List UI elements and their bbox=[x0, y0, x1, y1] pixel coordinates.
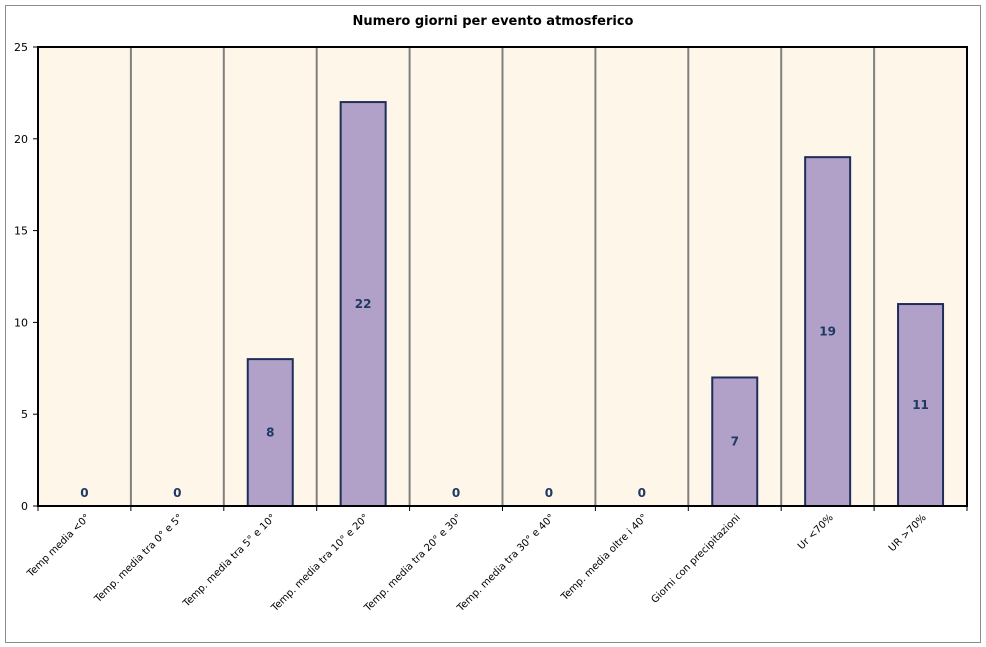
data-label: 7 bbox=[731, 435, 739, 449]
x-tick-label: Temp. media oltre i 40° bbox=[559, 512, 650, 603]
bar bbox=[339, 101, 387, 508]
bar bbox=[804, 156, 852, 507]
data-label: 0 bbox=[638, 486, 646, 500]
y-tick-label: 20 bbox=[14, 133, 28, 146]
y-tick-label: 5 bbox=[21, 408, 28, 421]
data-label: 19 bbox=[819, 325, 836, 339]
y-tick-label: 0 bbox=[21, 500, 28, 513]
bar bbox=[711, 376, 759, 508]
x-tick-label: UR >70% bbox=[887, 512, 929, 554]
x-tick-label: Ur <70% bbox=[796, 512, 836, 552]
y-tick-label: 25 bbox=[14, 41, 28, 54]
data-label: 8 bbox=[266, 426, 274, 440]
bar bbox=[246, 358, 294, 507]
data-label: 22 bbox=[355, 297, 372, 311]
x-tick-label: Giorni con precipitazioni bbox=[649, 512, 742, 605]
data-label: 11 bbox=[912, 398, 929, 412]
data-label: 0 bbox=[545, 486, 553, 500]
x-tick-label: Temp. media tra 0° e 5° bbox=[92, 512, 185, 605]
data-label: 0 bbox=[80, 486, 88, 500]
chart-title: Numero giorni per evento atmosferico bbox=[352, 14, 634, 29]
x-tick-label: Temp. media tra 5° e 10° bbox=[181, 512, 279, 610]
data-label: 0 bbox=[173, 486, 181, 500]
data-label: 0 bbox=[452, 486, 460, 500]
x-tick-label: Temp. media tra 10° e 20° bbox=[269, 512, 371, 614]
x-tick-label: Temp. media tra 30° e 40° bbox=[455, 512, 557, 614]
x-tick-label: Temp. media tra 20° e 30° bbox=[362, 512, 464, 614]
y-tick-label: 15 bbox=[14, 225, 28, 238]
x-tick-label: Temp media <0° bbox=[25, 512, 93, 580]
y-tick-label: 10 bbox=[14, 316, 28, 329]
bar bbox=[897, 303, 945, 508]
